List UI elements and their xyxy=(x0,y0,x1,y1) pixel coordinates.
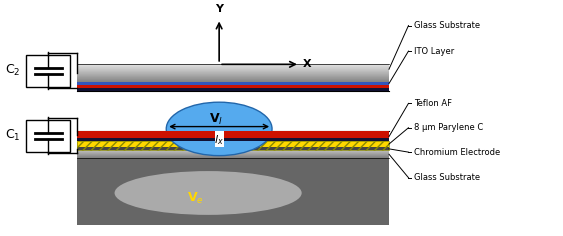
Bar xyxy=(77,73,389,74)
Bar xyxy=(77,70,389,71)
Ellipse shape xyxy=(114,171,302,215)
Bar xyxy=(215,131,224,147)
Bar xyxy=(77,74,389,75)
Bar xyxy=(77,77,389,78)
Bar xyxy=(77,75,389,76)
Bar xyxy=(26,120,70,152)
Bar xyxy=(77,139,389,141)
Text: C$_1$: C$_1$ xyxy=(5,128,20,143)
Bar xyxy=(77,154,389,155)
Bar xyxy=(77,65,389,66)
Bar xyxy=(77,153,389,154)
Bar xyxy=(77,88,389,91)
Bar xyxy=(77,157,389,158)
Bar xyxy=(77,81,389,82)
Text: Glass Substrate: Glass Substrate xyxy=(414,173,480,182)
Text: Chromium Electrode: Chromium Electrode xyxy=(414,148,501,157)
Bar xyxy=(77,76,389,77)
Bar xyxy=(77,152,389,153)
Bar xyxy=(77,147,389,151)
Bar xyxy=(77,151,389,152)
Ellipse shape xyxy=(166,102,272,156)
Bar xyxy=(77,155,389,156)
Bar xyxy=(77,68,389,69)
Bar xyxy=(77,158,389,225)
Bar xyxy=(77,69,389,70)
Text: $l_x$: $l_x$ xyxy=(215,134,224,147)
Bar xyxy=(77,64,389,65)
Bar xyxy=(77,135,389,139)
Text: V$_l$: V$_l$ xyxy=(209,112,224,127)
Text: Y: Y xyxy=(215,4,223,14)
Bar xyxy=(77,72,389,73)
Bar xyxy=(26,55,70,87)
Bar xyxy=(77,156,389,157)
Bar xyxy=(77,71,389,72)
Bar xyxy=(77,66,389,67)
Text: 8 μm Parylene C: 8 μm Parylene C xyxy=(414,123,483,132)
Bar xyxy=(77,141,389,151)
Bar xyxy=(77,85,389,88)
Text: Glass Substrate: Glass Substrate xyxy=(414,21,480,30)
Bar xyxy=(77,67,389,68)
Bar xyxy=(77,131,389,139)
Text: X: X xyxy=(303,59,311,69)
Bar xyxy=(77,82,389,85)
Text: Teflon AF: Teflon AF xyxy=(414,99,452,108)
Bar xyxy=(77,80,389,81)
Text: V$_e$: V$_e$ xyxy=(187,191,204,206)
Bar xyxy=(77,78,389,79)
Bar xyxy=(77,141,389,147)
Text: C$_2$: C$_2$ xyxy=(5,63,20,78)
Text: ITO Layer: ITO Layer xyxy=(414,46,454,56)
Bar xyxy=(77,139,389,141)
Bar xyxy=(77,79,389,80)
